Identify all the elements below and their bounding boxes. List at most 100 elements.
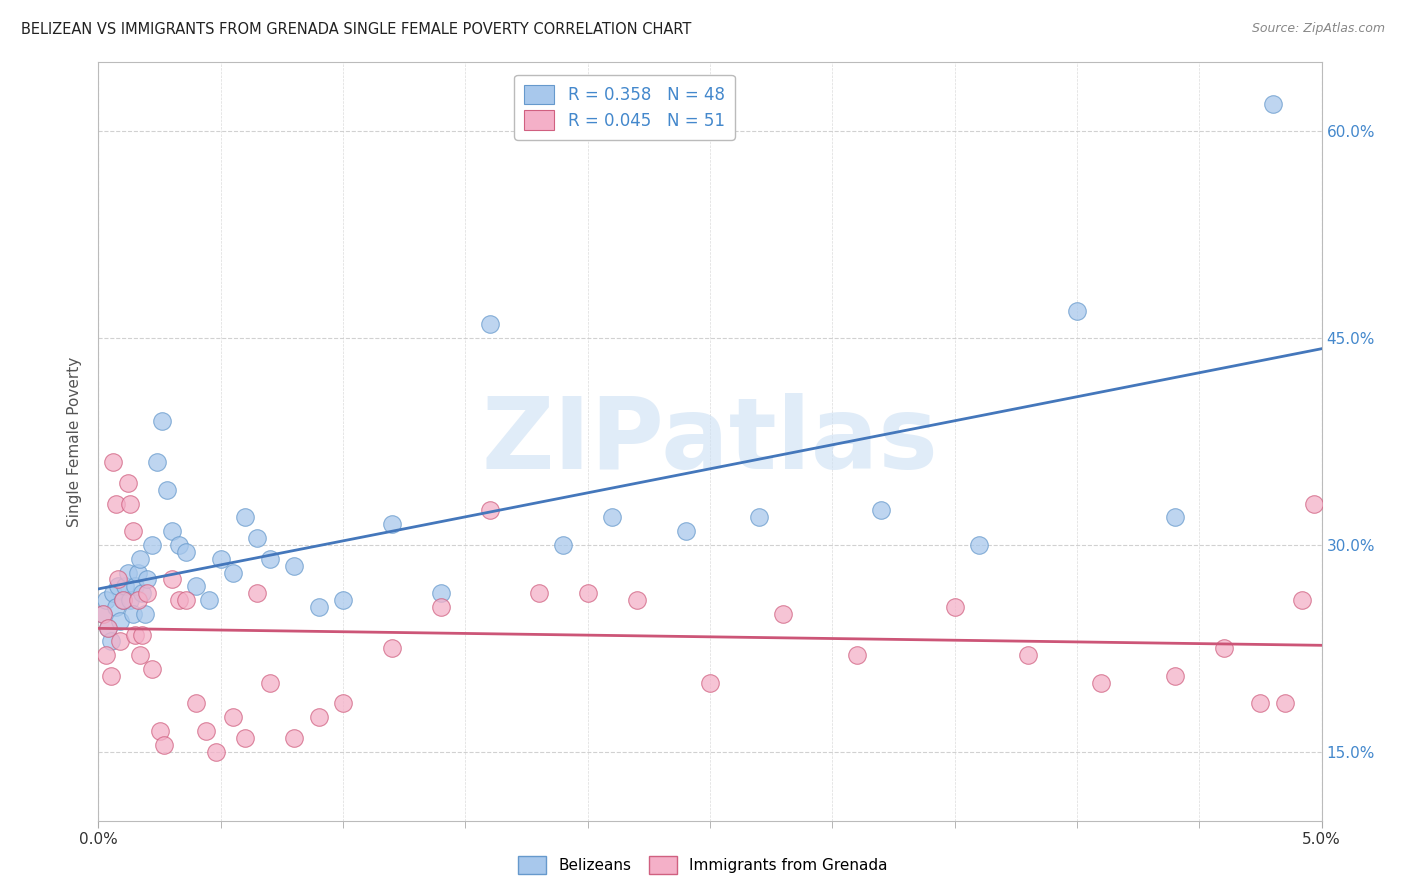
- Point: [91, 607, 114, 621]
- Point: [1274, 697, 1296, 711]
- Point: [553, 538, 575, 552]
- Point: [381, 517, 404, 532]
- Point: [699, 675, 721, 690]
- Point: [246, 531, 269, 545]
- Point: [332, 697, 354, 711]
- Point: [100, 634, 122, 648]
- Point: [114, 579, 136, 593]
- Point: [117, 475, 139, 490]
- Point: [1212, 641, 1234, 656]
- Point: [1090, 675, 1112, 690]
- Point: [124, 627, 146, 641]
- Point: [160, 573, 183, 587]
- Point: [197, 593, 219, 607]
- Point: [131, 627, 153, 641]
- Point: [1303, 497, 1326, 511]
- Y-axis label: Single Female Poverty: Single Female Poverty: [67, 357, 83, 526]
- Point: [111, 593, 134, 607]
- Point: [111, 593, 134, 607]
- Point: [186, 579, 208, 593]
- Point: [870, 503, 893, 517]
- Point: [259, 551, 281, 566]
- Point: [233, 510, 256, 524]
- Point: [943, 599, 966, 614]
- Point: [195, 724, 218, 739]
- Point: [1164, 669, 1187, 683]
- Point: [94, 648, 117, 663]
- Point: [91, 607, 114, 621]
- Point: [134, 607, 156, 621]
- Point: [129, 551, 152, 566]
- Point: [121, 607, 143, 621]
- Point: [308, 710, 330, 724]
- Point: [845, 648, 868, 663]
- Point: [97, 621, 120, 635]
- Point: [381, 641, 404, 656]
- Point: [283, 731, 305, 745]
- Point: [107, 573, 129, 587]
- Point: [101, 455, 124, 469]
- Point: [110, 634, 132, 648]
- Point: [176, 593, 198, 607]
- Point: [94, 593, 117, 607]
- Point: [246, 586, 269, 600]
- Point: [120, 593, 142, 607]
- Point: [101, 586, 124, 600]
- Point: [626, 593, 648, 607]
- Point: [141, 538, 163, 552]
- Point: [150, 414, 173, 428]
- Point: [1017, 648, 1039, 663]
- Point: [100, 669, 122, 683]
- Point: [110, 614, 132, 628]
- Point: [283, 558, 305, 573]
- Point: [149, 724, 172, 739]
- Point: [153, 738, 176, 752]
- Point: [233, 731, 256, 745]
- Point: [129, 648, 152, 663]
- Legend: R = 0.358   N = 48, R = 0.045   N = 51: R = 0.358 N = 48, R = 0.045 N = 51: [515, 75, 734, 140]
- Point: [104, 599, 127, 614]
- Point: [167, 593, 190, 607]
- Point: [222, 710, 245, 724]
- Point: [176, 545, 198, 559]
- Point: [97, 621, 120, 635]
- Point: [222, 566, 245, 580]
- Point: [600, 510, 623, 524]
- Legend: Belizeans, Immigrants from Grenada: Belizeans, Immigrants from Grenada: [512, 850, 894, 880]
- Point: [332, 593, 354, 607]
- Point: [104, 497, 127, 511]
- Point: [146, 455, 169, 469]
- Point: [430, 599, 453, 614]
- Point: [430, 586, 453, 600]
- Point: [748, 510, 770, 524]
- Point: [478, 503, 501, 517]
- Point: [120, 497, 142, 511]
- Point: [1250, 697, 1272, 711]
- Point: [131, 586, 153, 600]
- Point: [136, 586, 159, 600]
- Point: [127, 593, 149, 607]
- Point: [186, 697, 208, 711]
- Point: [160, 524, 183, 538]
- Point: [1164, 510, 1187, 524]
- Point: [117, 566, 139, 580]
- Point: [209, 551, 232, 566]
- Point: [1291, 593, 1313, 607]
- Point: [527, 586, 550, 600]
- Point: [772, 607, 794, 621]
- Point: [156, 483, 179, 497]
- Point: [576, 586, 599, 600]
- Point: [167, 538, 190, 552]
- Point: [478, 318, 501, 332]
- Point: [127, 566, 149, 580]
- Text: Source: ZipAtlas.com: Source: ZipAtlas.com: [1251, 22, 1385, 36]
- Point: [967, 538, 990, 552]
- Point: [124, 579, 146, 593]
- Point: [141, 662, 163, 676]
- Point: [259, 675, 281, 690]
- Point: [1066, 303, 1088, 318]
- Point: [205, 745, 228, 759]
- Text: BELIZEAN VS IMMIGRANTS FROM GRENADA SINGLE FEMALE POVERTY CORRELATION CHART: BELIZEAN VS IMMIGRANTS FROM GRENADA SING…: [21, 22, 692, 37]
- Point: [121, 524, 143, 538]
- Point: [136, 573, 159, 587]
